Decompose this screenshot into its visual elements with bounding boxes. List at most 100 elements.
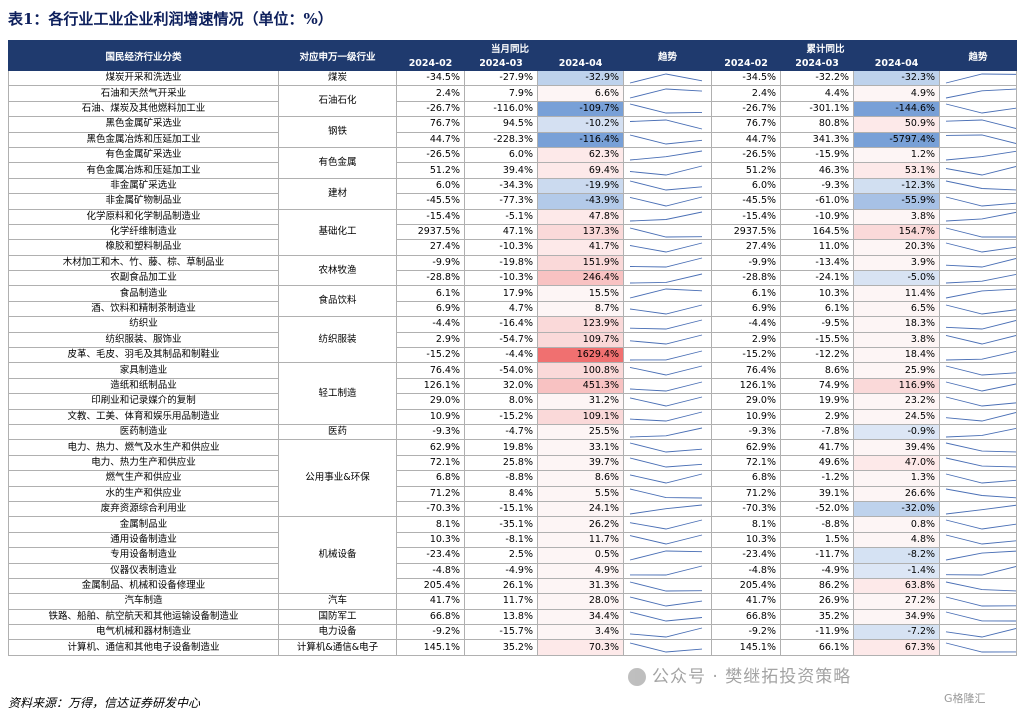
industry-cell: 有色金属矿采选业: [8, 146, 279, 164]
monthly-value-cell: 66.8%: [396, 608, 465, 626]
monthly-sparkline: [629, 396, 703, 407]
trend-cell: [939, 516, 1018, 533]
cumulative-value-cell: 63.8%: [853, 577, 941, 595]
trend-cell: [623, 454, 713, 472]
cumulative-sparkline-line: [945, 642, 1016, 653]
table-row: 金属制品、机械和设备修理业 205.4% 26.1% 31.3% 205.4% 86.2%…: [8, 577, 1018, 595]
cumulative-value-cell: -13.4%: [780, 254, 855, 272]
table-row: 家具制造业 轻工制造 76.4% -54.0% 100.8% 76.4% 8.6% 25.9%: [8, 362, 1018, 425]
monthly-value-cell: 62.9%: [396, 439, 465, 456]
monthly-sparkline: [629, 411, 703, 422]
table-row: 黑色金属冶炼和压延加工业 44.7% -228.3% -116.4% 44.7% 341.…: [8, 131, 1018, 148]
monthly-sparkline-line: [629, 134, 703, 145]
monthly-value-cell: 71.2%: [396, 485, 465, 502]
sector-cell: 计算机&通信&电子: [278, 639, 397, 656]
cumulative-value-cell: 18.4%: [853, 347, 941, 364]
trend-cell: [623, 116, 713, 133]
trend-cell: [623, 239, 713, 256]
trend-cell: [939, 223, 1018, 241]
cumulative-value-cell: -11.9%: [780, 624, 855, 641]
cumulative-sparkline: [945, 534, 1016, 545]
trend-cell: [939, 177, 1018, 195]
cumulative-value-cell: 205.4%: [711, 577, 782, 595]
sector-cell: 基础化工: [278, 208, 397, 256]
industry-cell: 石油、煤炭及其他燃料加工业: [8, 100, 279, 118]
cumulative-value-cell: 44.7%: [711, 131, 782, 148]
cumulative-value-cell: 66.8%: [711, 608, 782, 626]
cumulative-value-cell: 29.0%: [711, 393, 782, 410]
industry-cell: 废弃资源综合利用业: [8, 500, 279, 518]
monthly-value-cell: -9.9%: [396, 254, 465, 272]
trend-cell: [939, 69, 1018, 87]
monthly-value-cell: 29.0%: [396, 393, 465, 410]
trend-cell: [939, 562, 1018, 579]
trend-cell: [623, 500, 713, 518]
monthly-sparkline-line: [629, 165, 703, 176]
cumulative-value-cell: -11.7%: [780, 547, 855, 564]
cumulative-value-cell: 49.6%: [780, 454, 855, 472]
trend-cell: [939, 347, 1018, 364]
cumulative-value-cell: -4.9%: [780, 562, 855, 579]
sector-cell: 钢铁: [278, 116, 397, 148]
industry-cell: 纺织服装、服饰业: [8, 331, 279, 349]
industry-cell: 通用设备制造业: [8, 531, 279, 549]
cumulative-value-cell: -8.2%: [853, 547, 941, 564]
header-c2: 2024-03: [780, 55, 855, 71]
table-row: 铁路、船舶、航空航天和其他运输设备制造业 国防军工 66.8% 13.8% 34.4% 6…: [8, 608, 1018, 626]
trend-cell: [623, 516, 713, 533]
monthly-value-cell: -109.7%: [536, 100, 625, 118]
cumulative-sparkline-line: [945, 488, 1016, 499]
monthly-value-cell: 17.9%: [464, 285, 538, 302]
cumulative-value-cell: 341.3%: [780, 131, 855, 148]
cumulative-value-cell: 2.4%: [711, 85, 782, 102]
monthly-value-cell: 24.1%: [536, 500, 625, 518]
cumulative-sparkline-line: [945, 180, 1016, 191]
cumulative-value-cell: 6.8%: [711, 470, 782, 487]
cumulative-value-cell: 8.1%: [711, 516, 782, 533]
sector-cell: 轻工制造: [278, 362, 397, 425]
monthly-value-cell: -19.9%: [536, 177, 625, 195]
industry-cell: 农副食品加工业: [8, 270, 279, 287]
monthly-value-cell: 6.9%: [396, 300, 465, 318]
corner-logo: G格隆汇: [944, 692, 986, 705]
monthly-sparkline-line: [629, 242, 703, 253]
trend-cell: [623, 162, 713, 179]
watermark-text: 公众号 · 樊继拓投资策略: [652, 667, 852, 687]
trend-cell: [623, 131, 713, 148]
cumulative-value-cell: -15.9%: [780, 146, 855, 164]
cumulative-sparkline: [945, 73, 1016, 84]
industry-cell: 电力、热力、燃气及水生产和供应业: [8, 439, 279, 456]
trend-cell: [623, 85, 713, 102]
cumulative-value-cell: 11.0%: [780, 239, 855, 256]
monthly-sparkline: [629, 165, 703, 176]
cumulative-value-cell: 41.7%: [711, 593, 782, 610]
cumulative-value-cell: 8.6%: [780, 362, 855, 379]
cumulative-value-cell: 2.9%: [711, 331, 782, 349]
table-row: 非金属矿采选业 建材 6.0% -34.3% -19.9% 6.0% -9.3% -12.3%: [8, 177, 1018, 210]
table-row: 化学纤维制造业 2937.5% 47.1% 137.3% 2937.5% 164.5% 15…: [8, 223, 1018, 241]
monthly-value-cell: 94.5%: [464, 116, 538, 133]
source-note: 资料来源：万得，信达证券研发中心: [8, 696, 201, 710]
monthly-sparkline: [629, 288, 703, 299]
cumulative-sparkline: [945, 458, 1016, 468]
cumulative-value-cell: 2937.5%: [711, 223, 782, 241]
cumulative-value-cell: 53.1%: [853, 162, 941, 179]
industry-cell: 印刷业和记录媒介的复制: [8, 393, 279, 410]
cumulative-value-cell: 46.3%: [780, 162, 855, 179]
monthly-value-cell: 7.9%: [464, 85, 538, 102]
monthly-value-cell: -77.3%: [464, 193, 538, 210]
monthly-sparkline-line: [629, 519, 703, 530]
monthly-value-cell: 0.5%: [536, 547, 625, 564]
cumulative-sparkline-line: [945, 519, 1016, 530]
cumulative-sparkline-line: [945, 596, 1016, 607]
monthly-sparkline-line: [629, 119, 703, 130]
trend-cell: [623, 485, 713, 502]
cumulative-sparkline-line: [945, 104, 1016, 114]
monthly-value-cell: 35.2%: [464, 639, 538, 656]
monthly-sparkline-line: [629, 396, 703, 407]
monthly-sparkline: [629, 534, 703, 545]
cumulative-sparkline-line: [945, 458, 1016, 468]
trend-cell: [939, 100, 1018, 118]
monthly-sparkline: [630, 319, 703, 330]
header-m3: 2024-04: [536, 55, 625, 71]
